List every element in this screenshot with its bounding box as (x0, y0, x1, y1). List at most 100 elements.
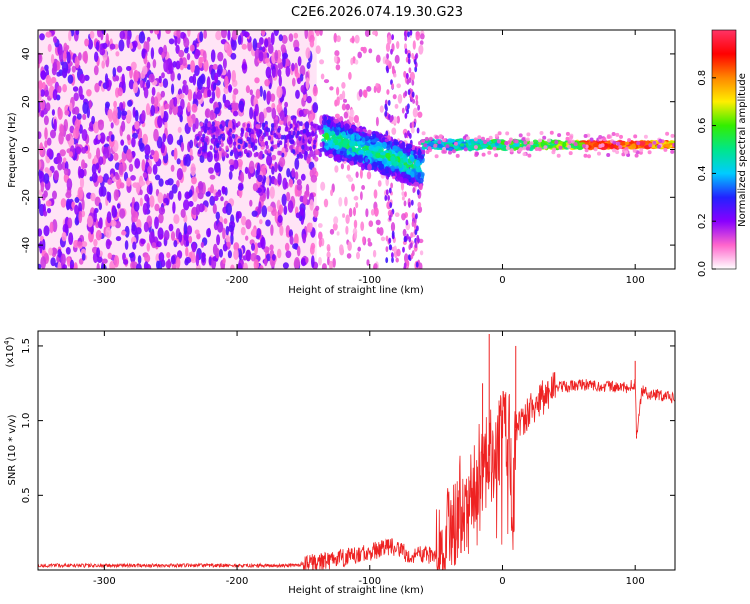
spectrogram-cell (270, 123, 275, 128)
spectrogram-cell (214, 107, 220, 115)
spectrogram-cell (391, 257, 394, 263)
spectrogram-cell (68, 30, 72, 42)
spectrogram-cell (374, 207, 379, 217)
spectrogram-cell (336, 86, 340, 96)
spectrogram-cell (270, 130, 274, 136)
spectrogram-cell (309, 222, 313, 230)
spectrogram-cell (52, 89, 58, 101)
spectrogram-cell (389, 116, 393, 123)
spectrogram-cell (408, 77, 412, 84)
spectrogram-cell (407, 31, 410, 38)
spectrogram-cell (207, 152, 211, 158)
spectrogram-cell (463, 147, 468, 152)
spectrogram-cell (308, 113, 314, 123)
spectrogram-cell (229, 151, 233, 157)
spectrogram-cell (265, 106, 272, 113)
spectrogram-cell (329, 260, 333, 269)
spectrogram-cell (172, 61, 177, 68)
spectrogram-cell (521, 137, 526, 142)
spectrogram-cell (334, 154, 341, 162)
spectrogram-cell (38, 228, 43, 237)
spectrogram-cell (354, 34, 360, 44)
spectrogram-cell (189, 44, 195, 52)
spectrogram-cell (542, 135, 547, 140)
spectrogram-cell (388, 237, 392, 244)
spectrogram-cell (411, 221, 415, 227)
spectrogram-cell (385, 235, 389, 242)
spectrogram-cell (573, 142, 578, 147)
spectrogram-cell (288, 130, 292, 136)
spectrogram-cell (333, 145, 340, 150)
spectrogram-cell (233, 242, 240, 252)
spectrogram-cell (304, 30, 309, 39)
spectrogram-cell (401, 191, 405, 197)
spectrogram-cell (293, 233, 299, 247)
spectrogram-cell (393, 73, 397, 78)
spectrogram-cell (42, 238, 46, 251)
spectrogram-cell (320, 124, 324, 129)
spectrogram-cell (299, 121, 303, 127)
spectrogram-cell (438, 134, 443, 139)
spectrogram-cell (300, 258, 307, 267)
spectrogram-cell (82, 101, 89, 114)
spectrogram-cell (407, 254, 411, 261)
spectrogram-cell (197, 149, 201, 155)
spectrogram-cell (144, 193, 150, 202)
spectrogram-cell (50, 129, 56, 139)
spectrogram-cell (306, 61, 311, 70)
spectrogram-cell (108, 109, 113, 122)
spectrogram-cell (348, 148, 353, 152)
spectrogram-cell (148, 73, 155, 83)
spectrogram-cell (335, 64, 341, 71)
spectrogram-cell (168, 223, 174, 232)
spectrogram-cell (663, 147, 668, 152)
spectrogram-cell (350, 134, 355, 141)
spectrogram-cell (177, 250, 183, 259)
spectrogram-cell (481, 152, 486, 157)
spectrogram-cell (105, 238, 111, 250)
spectrogram-cell (184, 84, 189, 96)
spectrogram-cell (121, 230, 127, 236)
spectrogram-cell (98, 119, 104, 131)
spectrogram-cell (393, 161, 398, 167)
spectrogram-cell (40, 89, 45, 97)
spectrogram-cell (404, 132, 407, 139)
spectrogram-cell (199, 31, 204, 43)
spectrogram-cell (345, 103, 351, 111)
spectrogram-cell (391, 34, 394, 41)
spectrogram-cell (56, 71, 61, 77)
spectrogram-cell (163, 59, 169, 73)
spectrogram-cell (391, 68, 395, 75)
spectrogram-cell (110, 122, 114, 129)
spectrogram-cell (156, 241, 162, 248)
spectrogram-cell (222, 93, 226, 104)
spectrogram-cell (273, 178, 278, 186)
spectrogram-cell (589, 137, 594, 142)
spectrogram-cell (306, 95, 312, 104)
spectrogram-cell (263, 89, 267, 101)
spectrogram-cell (415, 99, 419, 106)
spectrogram-cell (470, 140, 475, 145)
spectrogram-cell (264, 57, 270, 64)
spectrogram-cell (118, 163, 124, 176)
spectrogram-cell (74, 56, 80, 69)
spectrogram-cell (388, 214, 392, 221)
spectrogram-cell (404, 43, 407, 50)
snr-panel: -300 -200 -100 0 100 0.5 1.0 1.5 Height of str… (3, 330, 676, 596)
colorbar: 0.0 0.2 0.4 0.6 0.8 Normalized spectral ampl… (697, 29, 748, 277)
spectrogram-cell (318, 231, 323, 240)
spectrogram-cell (191, 176, 197, 185)
spectrogram-cell (292, 130, 296, 136)
spectrogram-cell (95, 41, 100, 51)
spectrogram-cell (81, 129, 88, 141)
spectrogram-cell (475, 151, 479, 156)
spectrogram-cell (281, 34, 288, 44)
spectrogram-cell (213, 195, 219, 201)
spectrogram-cell (105, 227, 112, 239)
spectrogram-cell (562, 142, 567, 148)
snr-x-tick-label: -300 (93, 576, 116, 587)
spectrogram-cell (222, 227, 226, 240)
spectrogram-cell (294, 46, 300, 52)
spectrogram-cell (391, 127, 397, 135)
